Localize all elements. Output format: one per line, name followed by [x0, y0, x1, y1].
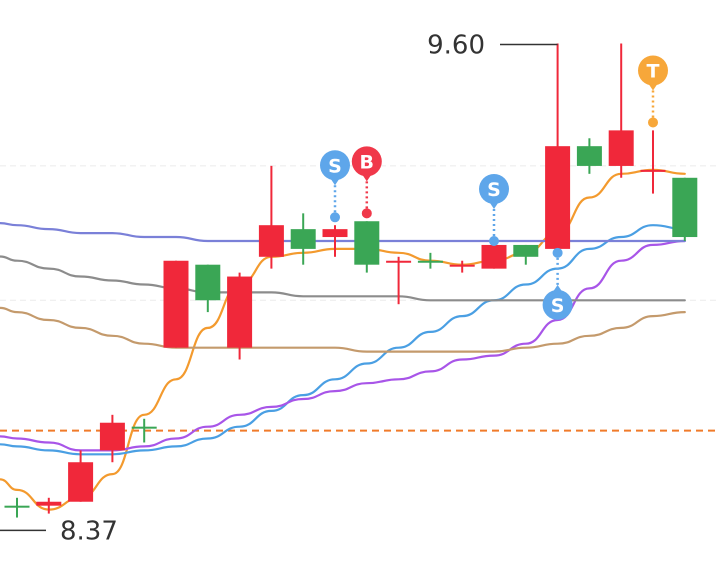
candle-body: [227, 276, 253, 348]
ma-line-gray: [0, 255, 686, 302]
low-price-label: 8.37: [60, 516, 118, 546]
candle-body: [99, 422, 125, 451]
candle-20: [608, 43, 634, 178]
candle-body: [386, 260, 412, 263]
candle-body: [354, 221, 380, 265]
candle-body: [576, 146, 602, 166]
candle-7: [195, 264, 221, 313]
marker-head: [351, 146, 382, 177]
marker-letter: T: [647, 60, 660, 82]
candle-4: [99, 414, 125, 463]
candle-body: [4, 505, 30, 508]
candles-layer: [4, 43, 698, 518]
high-price-label: 9.60: [427, 30, 485, 60]
candle-10: [290, 213, 316, 265]
candle-body: [449, 264, 475, 267]
candle-body: [163, 260, 189, 348]
candle-9: [258, 165, 284, 269]
candle-body: [481, 244, 507, 269]
candle-16: [481, 244, 507, 269]
candle-12: [354, 221, 380, 273]
candle-18: [545, 43, 571, 253]
signal-marker-s-4: S: [542, 247, 573, 320]
signal-marker-b-2: B: [351, 146, 382, 219]
marker-letter: B: [360, 151, 374, 173]
marker-head: [320, 150, 350, 181]
marker-anchor-dot: [361, 208, 372, 219]
moving-average-layer: [0, 168, 686, 511]
signal-marker-s-3: S: [479, 173, 509, 246]
candle-body: [322, 229, 348, 238]
marker-anchor-dot: [489, 235, 499, 246]
candle-body: [608, 130, 634, 166]
marker-head: [638, 55, 668, 86]
candle-body: [195, 264, 221, 301]
candle-body: [672, 177, 698, 238]
candle-body: [513, 244, 539, 257]
candle-2: [36, 497, 62, 514]
candle-5: [131, 418, 157, 443]
candle-body: [131, 426, 157, 429]
candle-17: [513, 244, 539, 265]
candle-1: [4, 497, 30, 518]
candle-14: [417, 252, 443, 269]
candle-6: [163, 260, 189, 348]
candle-3: [68, 450, 94, 502]
marker-head: [542, 289, 573, 320]
signal-marker-t-5: T: [638, 55, 668, 128]
marker-head: [479, 173, 509, 204]
candle-body: [258, 225, 284, 257]
candle-21: [640, 130, 666, 194]
ma-line-purple: [0, 239, 686, 452]
ma-line-orange: [0, 168, 686, 511]
candle-body: [640, 169, 666, 172]
candle-13: [386, 256, 412, 305]
candle-body: [545, 146, 571, 249]
marker-anchor-dot: [648, 117, 658, 128]
annotations-layer: 9.60 8.37: [0, 30, 558, 546]
ma-line-tan: [0, 306, 686, 353]
candle-11: [322, 225, 348, 257]
marker-anchor-dot: [552, 247, 563, 258]
candle-body: [417, 260, 443, 263]
candle-22: [672, 177, 698, 241]
marker-letter: S: [328, 155, 342, 177]
marker-letter: S: [551, 295, 565, 317]
candle-body: [290, 229, 316, 249]
candle-19: [576, 138, 602, 174]
candle-body: [68, 462, 94, 502]
candle-8: [227, 272, 253, 360]
marker-anchor-dot: [330, 212, 340, 223]
ma-line-blue: [0, 224, 686, 456]
candle-body: [36, 501, 62, 506]
signal-marker-s-1: S: [320, 150, 350, 223]
marker-letter: S: [487, 179, 501, 201]
candle-15: [449, 260, 475, 273]
